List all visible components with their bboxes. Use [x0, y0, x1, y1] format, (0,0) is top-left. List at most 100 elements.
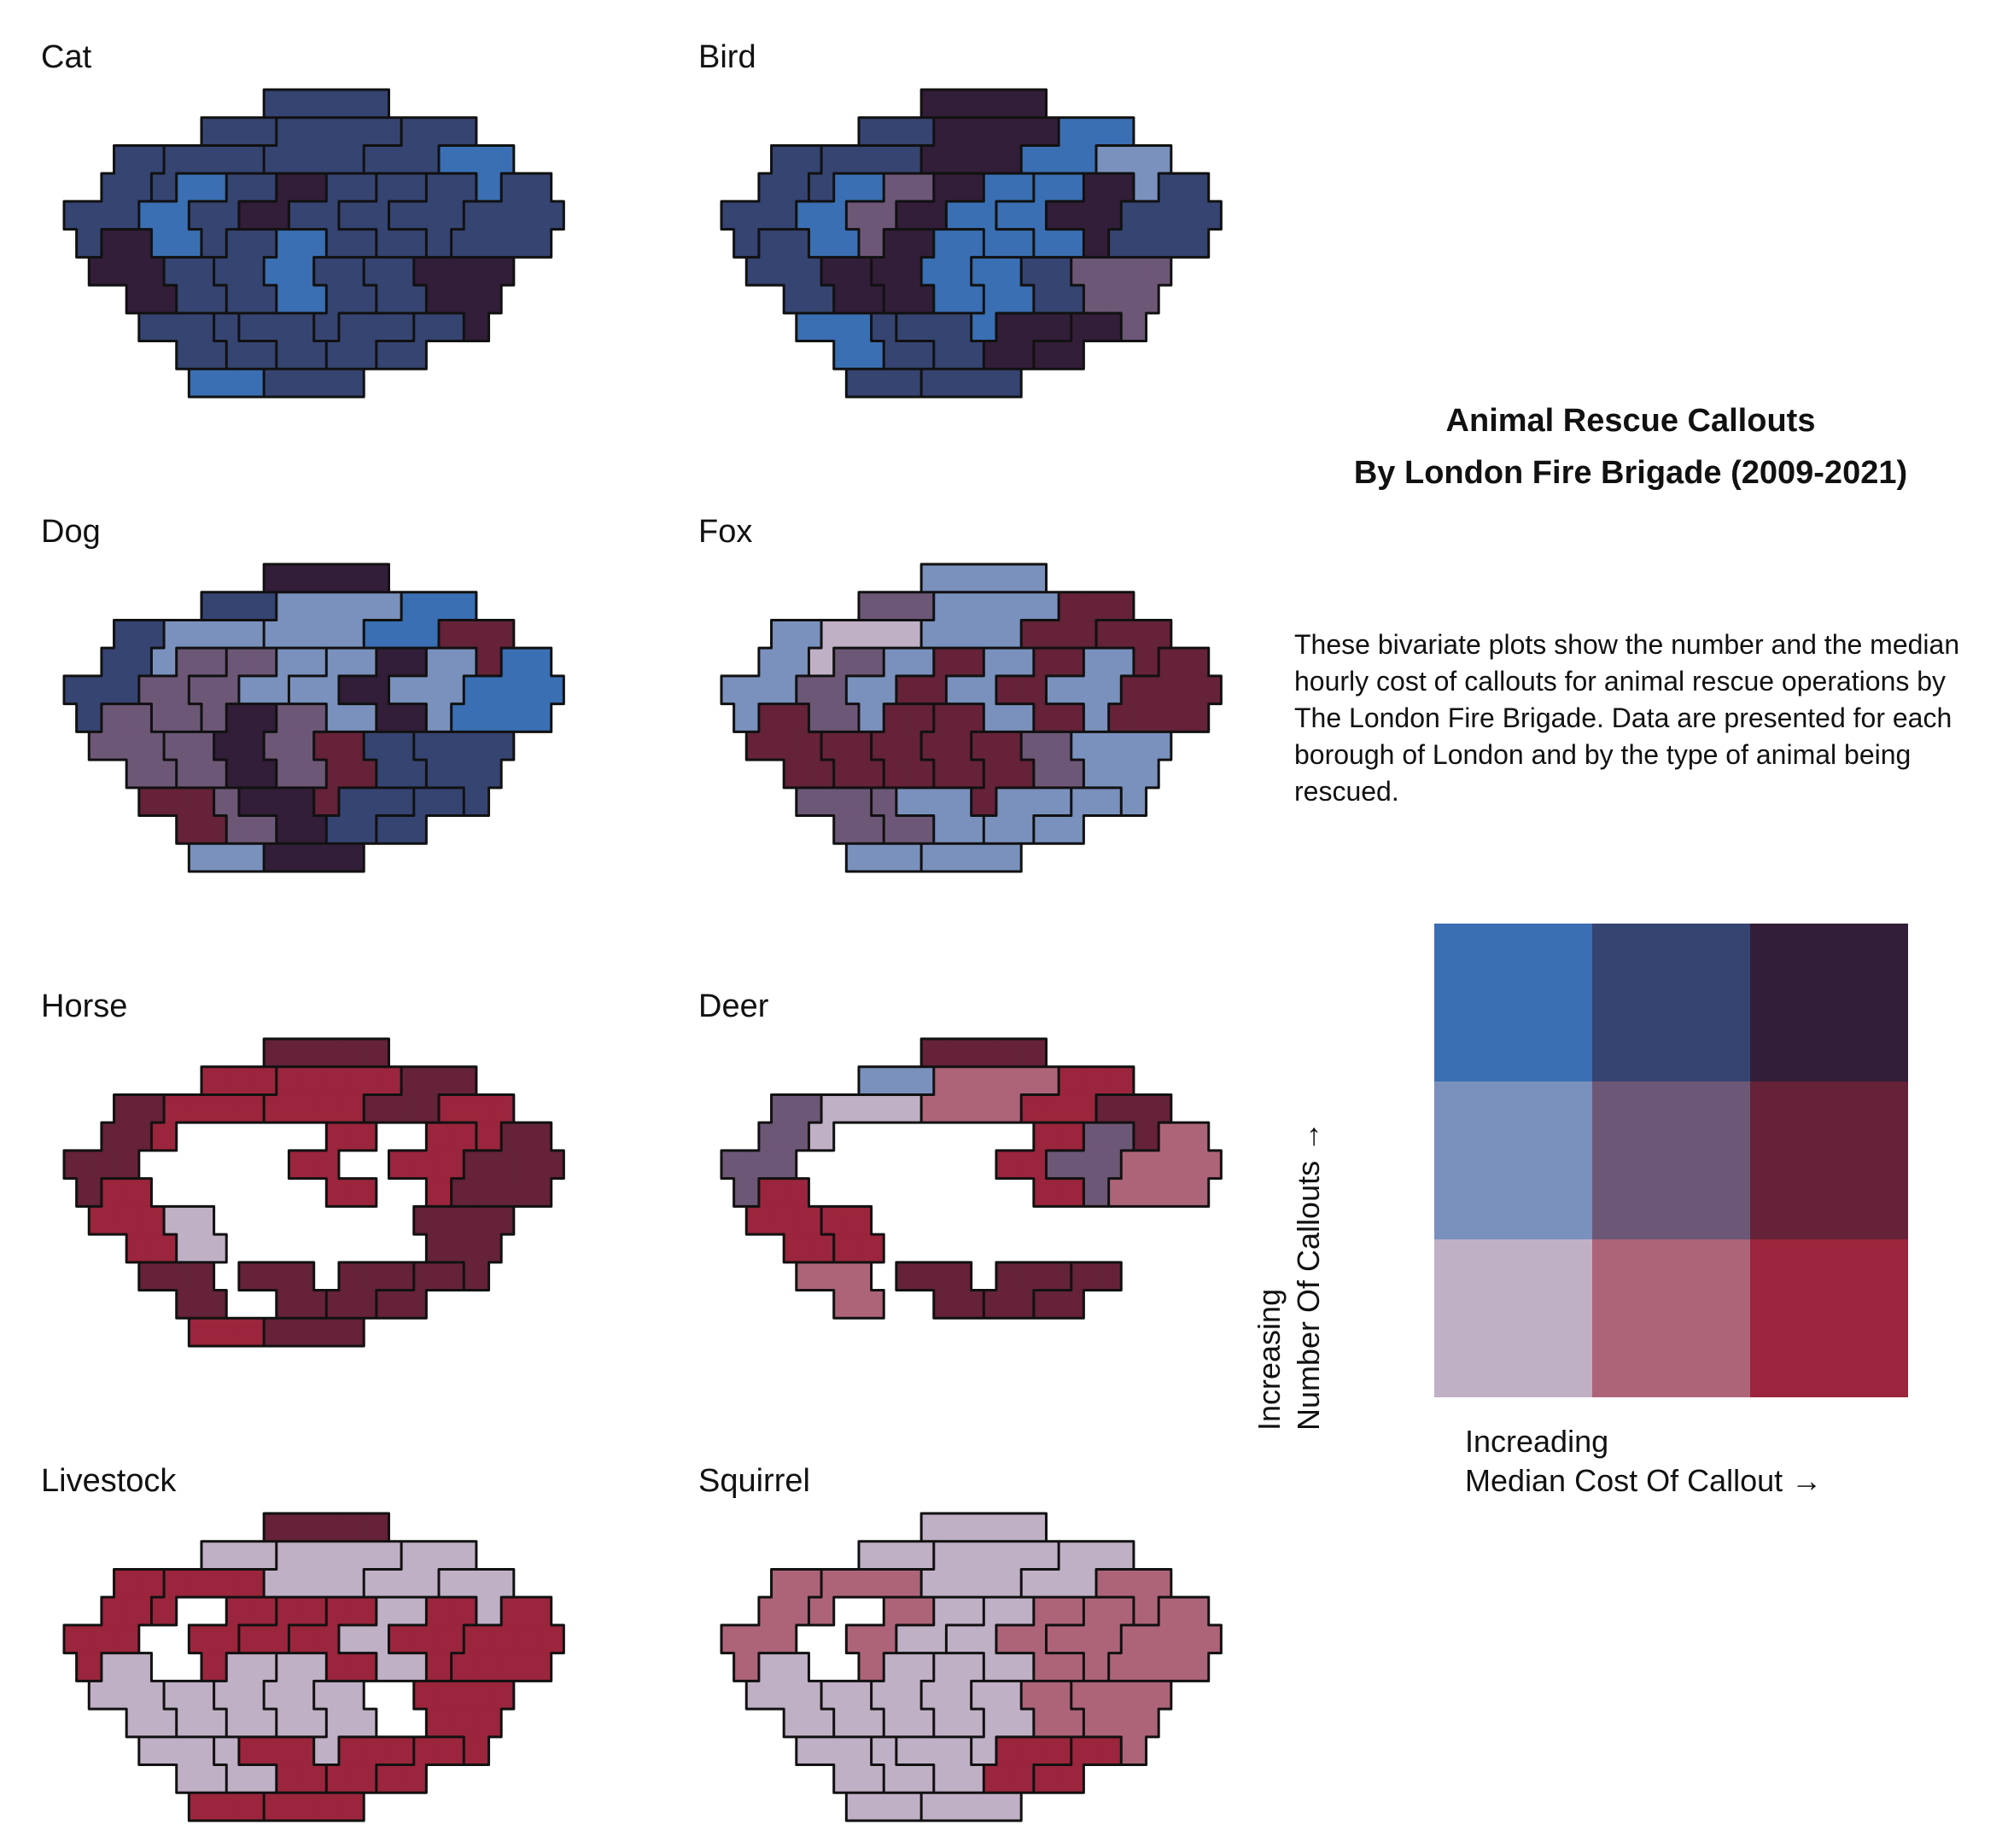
borough-cell-d	[1096, 1736, 1122, 1766]
borough-cell-W	[326, 760, 353, 789]
borough-cell-Q	[476, 1597, 502, 1626]
borough-cell-N	[289, 564, 315, 593]
borough-cell-Y	[1096, 257, 1122, 286]
borough-cell-e	[238, 1793, 265, 1822]
borough-cell-D	[908, 173, 935, 202]
borough-cell-S	[746, 732, 773, 761]
borough-cell-B	[213, 1569, 240, 1598]
borough-cell-d	[401, 815, 427, 844]
borough-cell-N	[995, 1513, 1022, 1542]
borough-cell-P	[401, 1066, 427, 1096]
borough-cell-A	[733, 1653, 760, 1682]
borough-cell-S	[101, 229, 127, 258]
borough-cell-M	[858, 1066, 884, 1096]
borough-cell-B	[896, 1094, 922, 1123]
borough-cell-B	[164, 620, 190, 649]
borough-cell-Y	[1121, 257, 1147, 286]
borough-cell-Y	[1133, 285, 1159, 314]
borough-cell-W	[326, 1709, 353, 1738]
chart-title-line1: Animal Rescue Callouts	[1445, 403, 1816, 439]
borough-cell-b	[301, 1764, 327, 1793]
borough-cell-Y	[1108, 760, 1135, 789]
borough-cell-P	[451, 1066, 477, 1096]
borough-cell-R	[1108, 1178, 1135, 1207]
borough-cell-R	[501, 648, 528, 677]
borough-cell-X	[1033, 1709, 1059, 1738]
borough-cell-V	[821, 257, 847, 286]
borough-cell-G	[401, 229, 427, 258]
borough-cell-V	[846, 1206, 873, 1235]
borough-cell-c	[995, 312, 1022, 342]
borough-cell-G	[1059, 229, 1084, 258]
borough-cell-A	[796, 1094, 822, 1123]
borough-cell-R	[476, 1178, 502, 1207]
borough-cell-D	[189, 201, 215, 230]
borough-cell-d	[1071, 1736, 1097, 1766]
borough-cell-c	[326, 341, 353, 370]
borough-cell-Q	[488, 1569, 515, 1598]
borough-cell-X	[1059, 285, 1084, 314]
borough-cell-U	[289, 1681, 315, 1710]
borough-cell-P	[1059, 1066, 1084, 1096]
borough-cell-c	[388, 1262, 415, 1291]
borough-cell-W	[971, 257, 997, 286]
borough-cell-Q	[1121, 145, 1147, 174]
borough-cell-X	[1033, 285, 1059, 314]
borough-cell-d	[439, 1262, 464, 1291]
borough-cell-A	[126, 1122, 153, 1151]
borough-cell-Z	[189, 1262, 215, 1291]
borough-cell-c	[1008, 815, 1035, 844]
borough-cell-D	[226, 173, 253, 202]
borough-cell-M	[908, 1066, 935, 1096]
borough-cell-c	[1008, 341, 1035, 370]
borough-cell-V	[846, 1681, 873, 1710]
borough-cell-V	[176, 285, 202, 314]
borough-cell-V	[189, 1681, 215, 1710]
borough-cell-T	[213, 257, 240, 286]
borough-cell-O	[301, 1541, 327, 1571]
borough-cell-Z	[201, 1764, 227, 1793]
borough-cell-E	[264, 1624, 290, 1654]
borough-cell-O	[946, 1569, 972, 1598]
borough-cell-X	[1046, 732, 1072, 761]
borough-cell-O	[376, 1066, 402, 1096]
borough-cell-R	[501, 1122, 528, 1151]
borough-cell-Y	[488, 257, 515, 286]
borough-cell-f	[264, 1318, 290, 1347]
borough-cell-U	[933, 1709, 960, 1738]
borough-cell-H	[426, 1653, 452, 1682]
borough-cell-Z	[176, 1290, 202, 1319]
borough-cell-D	[213, 675, 240, 705]
borough-cell-C	[176, 173, 202, 202]
borough-cell-d	[401, 1764, 427, 1793]
chart-title-line2: By London Fire Brigade (2009-2021)	[1353, 455, 1908, 491]
borough-cell-P	[413, 1094, 440, 1123]
borough-cell-N	[971, 90, 997, 119]
borough-cell-Y	[464, 787, 490, 817]
borough-cell-N	[1021, 564, 1048, 593]
borough-cell-N	[921, 564, 948, 593]
borough-cell-U	[276, 703, 302, 732]
borough-cell-Z	[858, 815, 884, 844]
borough-cell-a	[226, 815, 253, 844]
borough-cell-B	[846, 1569, 873, 1598]
borough-cell-D	[189, 1624, 215, 1654]
borough-cell-H	[426, 703, 452, 732]
borough-cell-A	[796, 145, 822, 174]
borough-cell-Y	[1096, 732, 1122, 761]
borough-cell-A	[138, 1569, 165, 1598]
borough-cell-Z	[201, 1290, 227, 1319]
borough-cell-C	[201, 648, 227, 677]
borough-cell-U	[921, 732, 948, 761]
borough-cell-B	[238, 145, 265, 174]
borough-cell-A	[733, 703, 760, 732]
borough-cell-R	[513, 1150, 540, 1180]
borough-cell-Z	[858, 1290, 884, 1319]
borough-cell-G	[376, 1597, 402, 1626]
borough-cell-A	[101, 1122, 127, 1151]
borough-cell-M	[884, 1066, 910, 1096]
borough-cell-O	[301, 117, 327, 147]
borough-cell-G	[338, 201, 365, 230]
borough-cell-N	[264, 1513, 290, 1542]
borough-cell-T	[251, 1653, 277, 1682]
